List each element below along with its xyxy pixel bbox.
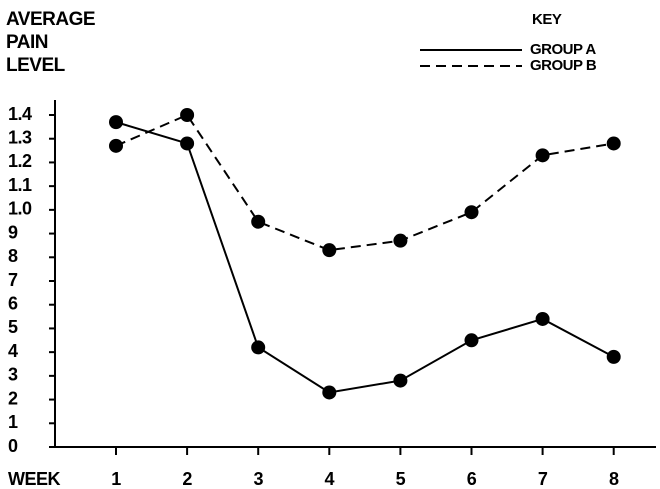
x-axis-label: WEEK bbox=[8, 469, 61, 489]
data-point bbox=[606, 349, 621, 364]
data-point bbox=[180, 136, 195, 151]
data-point bbox=[322, 385, 337, 400]
y-axis-label: AVERAGE PAIN LEVEL bbox=[6, 9, 96, 76]
y-tick-label: 3 bbox=[8, 365, 18, 385]
x-tick-label: 7 bbox=[538, 469, 548, 489]
y-tick-label: 0 bbox=[8, 436, 18, 456]
y-tick-label: 8 bbox=[8, 246, 18, 266]
x-tick-label: 8 bbox=[609, 469, 619, 489]
y-tick-label: 1.3 bbox=[8, 127, 32, 147]
y-tick-label: 5 bbox=[8, 317, 18, 337]
data-point bbox=[251, 340, 266, 355]
legend-label: GROUP A bbox=[530, 41, 596, 58]
y-tick-label: 9 bbox=[8, 222, 18, 242]
y-tick-label: 1.4 bbox=[8, 104, 32, 124]
data-point bbox=[535, 311, 550, 326]
data-point bbox=[464, 333, 479, 348]
series-line bbox=[115, 121, 615, 394]
data-point bbox=[109, 138, 123, 153]
data-point bbox=[535, 148, 550, 163]
y-tick-label: 1 bbox=[8, 412, 18, 432]
y-tick-label: 1.0 bbox=[8, 199, 32, 219]
x-tick-label: 4 bbox=[325, 469, 335, 489]
y-tick-label: 7 bbox=[8, 270, 18, 290]
legend-title: KEY bbox=[532, 11, 562, 28]
data-point bbox=[393, 233, 408, 248]
y-tick-label: 1.2 bbox=[8, 151, 32, 171]
legend-label: GROUP B bbox=[530, 57, 597, 74]
x-tick-label: 3 bbox=[253, 469, 263, 489]
x-tick-label: 2 bbox=[182, 469, 192, 489]
y-tick-label: 6 bbox=[8, 293, 18, 313]
series-line bbox=[115, 113, 614, 252]
y-tick-label: 4 bbox=[8, 341, 18, 361]
data-point bbox=[464, 205, 479, 220]
x-tick-label: 6 bbox=[467, 469, 477, 489]
data-point bbox=[393, 373, 408, 388]
data-point bbox=[180, 108, 195, 122]
y-tick-label: 1.1 bbox=[8, 175, 32, 195]
y-tick-label: 2 bbox=[8, 388, 18, 408]
data-point bbox=[606, 136, 621, 151]
data-point bbox=[251, 214, 266, 229]
x-tick-label: 1 bbox=[111, 469, 121, 489]
x-tick-label: 5 bbox=[396, 469, 406, 489]
data-point bbox=[109, 115, 123, 130]
data-point bbox=[322, 243, 337, 258]
